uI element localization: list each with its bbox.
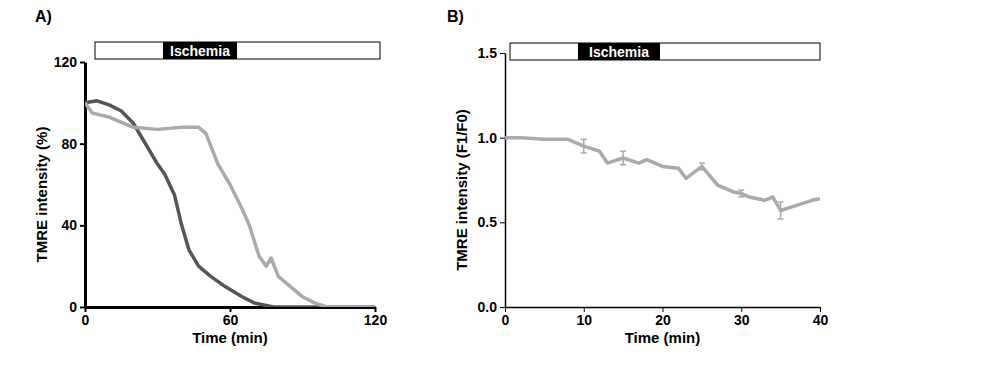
tick-label: 10 <box>576 312 592 328</box>
error-bar-stem <box>622 151 624 165</box>
error-bar-stem <box>583 139 585 153</box>
annotation-box <box>163 42 237 59</box>
tick-mark <box>80 62 85 64</box>
tick: 0 <box>69 299 85 315</box>
tick-mark <box>80 143 85 145</box>
panel: Ischemia A) 0 60 120 0 40 80 120 Time (min) TMRE i… <box>33 8 387 346</box>
error-bar-cap <box>581 139 587 141</box>
series-line <box>85 101 375 307</box>
annotation-bar <box>95 42 380 59</box>
error-bar-cap <box>738 196 744 198</box>
plot-area <box>505 138 820 219</box>
series-line <box>505 138 820 211</box>
tick: 1.0 <box>478 130 505 146</box>
tick-label: 40 <box>61 217 77 233</box>
tick-label: 120 <box>364 312 388 328</box>
tick-label: 30 <box>734 312 750 328</box>
y-axis-line <box>84 63 87 308</box>
annotation: Ischemia <box>589 44 649 60</box>
error-bar-cap <box>738 189 744 191</box>
tick: 40 <box>813 307 829 328</box>
tick: 80 <box>61 136 85 152</box>
tick-mark <box>500 222 505 223</box>
figure: Ischemia A) 0 60 120 0 40 80 120 Time (min) TMRE i… <box>0 0 1007 385</box>
tick-mark <box>500 307 505 308</box>
plot-area <box>85 101 375 307</box>
tick-label: 0 <box>69 299 77 315</box>
tick-label: 60 <box>223 312 239 328</box>
tick: 1.5 <box>478 45 505 61</box>
error-bar <box>699 163 705 170</box>
y-axis: 0 40 80 120 <box>54 54 86 315</box>
tick: 40 <box>61 217 85 233</box>
x-axis: 0 10 20 30 40 <box>502 307 829 328</box>
tick: 20 <box>655 307 671 328</box>
tick: 0 <box>82 307 90 328</box>
tick-label: 1.5 <box>478 45 498 61</box>
tick: 0 <box>502 307 510 328</box>
error-bar-stem <box>741 190 743 197</box>
tick-label: 20 <box>655 312 671 328</box>
tick-label: 0.5 <box>478 214 498 230</box>
tick: 120 <box>54 54 85 70</box>
tick-label: 1.0 <box>478 130 498 146</box>
tick: 120 <box>364 307 388 328</box>
y-axis-title: TMRE intensity (F1/F0) <box>453 109 470 271</box>
error-bar-cap <box>620 164 626 166</box>
panel: Ischemia B) 0 10 20 30 40 0.0 0.5 1.0 1.5 Time (min… <box>447 8 828 346</box>
tick-mark <box>500 53 505 54</box>
tick-mark <box>80 225 85 227</box>
error-bar-cap <box>620 150 626 152</box>
tick-label: 0 <box>82 312 90 328</box>
tick: 30 <box>734 307 750 328</box>
error-bar-cap <box>699 162 705 164</box>
error-bar <box>620 151 626 165</box>
error-bar-cap <box>699 169 705 171</box>
tick-label: 0.0 <box>478 299 498 315</box>
tick: 0.0 <box>478 299 505 315</box>
y-axis-title: TMRE intensity (%) <box>33 127 50 263</box>
annotation: Ischemia <box>170 43 230 59</box>
y-axis-line <box>505 54 507 308</box>
annotation-box <box>578 43 660 60</box>
y-axis: 0.0 0.5 1.0 1.5 <box>478 45 506 315</box>
panel-label: B) <box>447 8 464 25</box>
annotation-bar <box>510 43 820 60</box>
x-axis: 0 60 120 <box>82 307 388 328</box>
tick: 0.5 <box>478 214 505 230</box>
error-bar <box>738 190 744 197</box>
tick-label: 120 <box>54 54 78 70</box>
x-axis-title: Time (min) <box>192 329 268 346</box>
error-bar <box>778 202 784 219</box>
x-axis-title: Time (min) <box>625 329 701 346</box>
tick: 10 <box>576 307 592 328</box>
tick-mark <box>80 307 85 309</box>
tick-mark <box>500 138 505 139</box>
error-bar-cap <box>581 152 587 154</box>
tick-label: 80 <box>61 136 77 152</box>
error-bar-cap <box>778 201 784 203</box>
error-bar-stem <box>701 163 703 170</box>
series-line <box>85 103 375 307</box>
error-bar-stem <box>780 202 782 219</box>
tick: 60 <box>223 307 239 328</box>
error-bar <box>581 139 587 153</box>
tick-label: 0 <box>502 312 510 328</box>
tick-label: 40 <box>813 312 829 328</box>
panel-label: A) <box>35 8 52 25</box>
error-bar-cap <box>778 218 784 220</box>
